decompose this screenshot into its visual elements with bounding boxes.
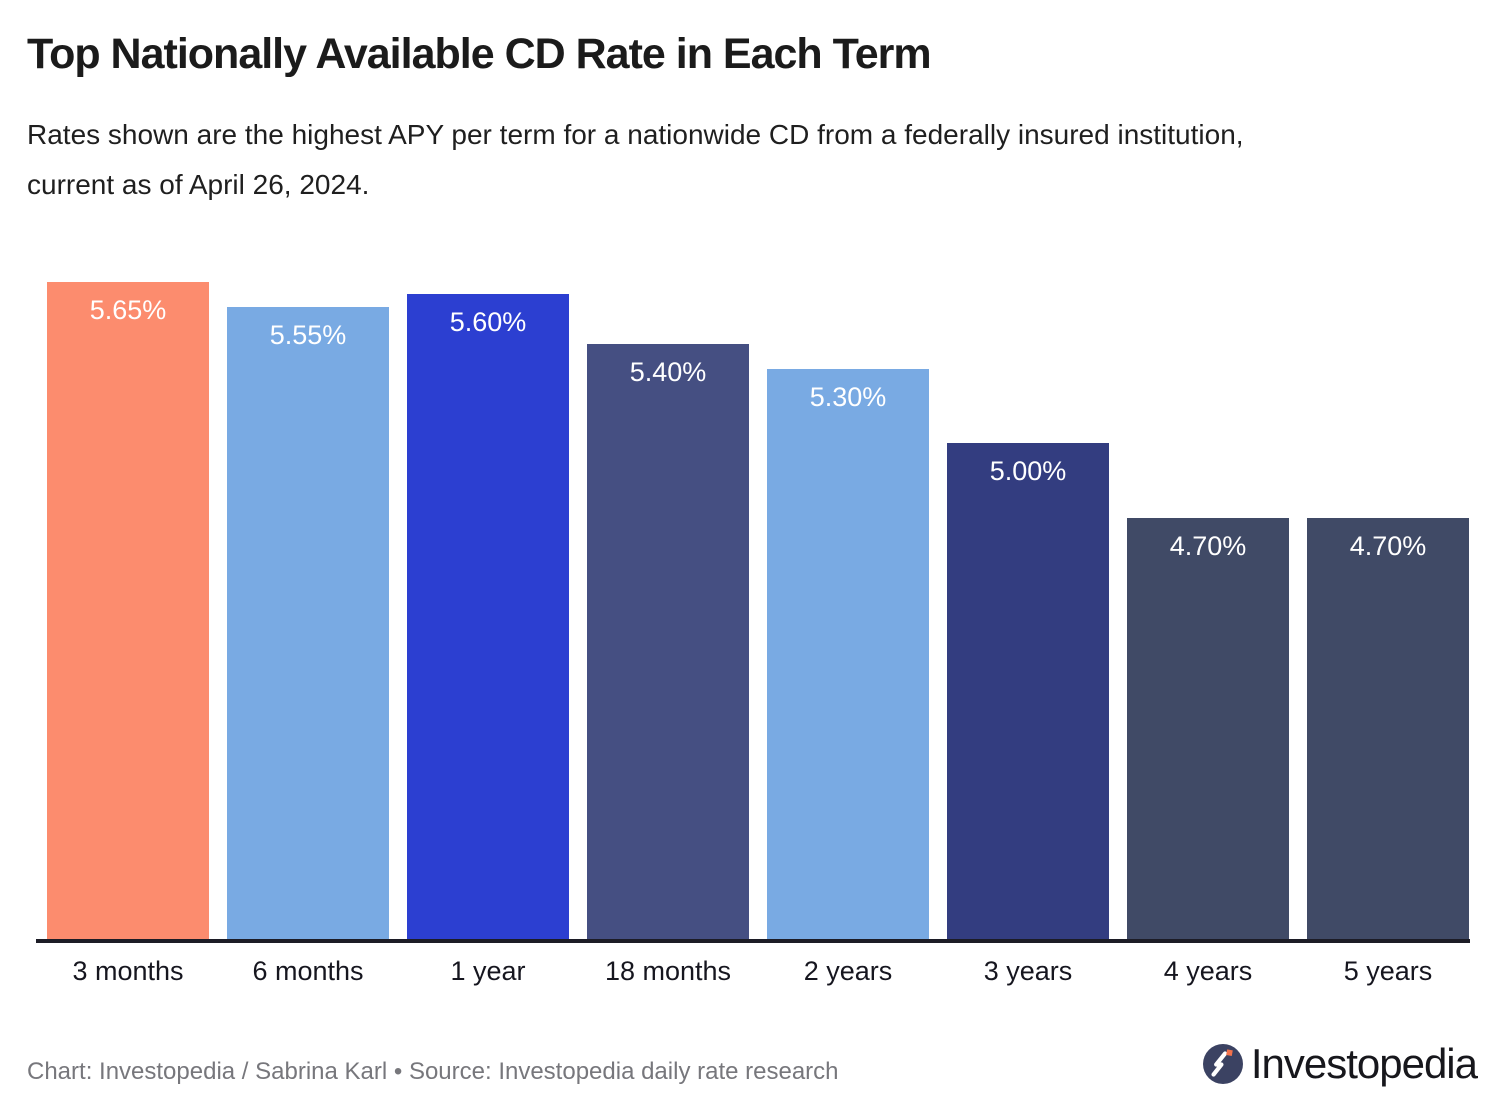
bar-value-label-2-years: 5.30% <box>809 382 887 412</box>
bar-value-label-4-years: 4.70% <box>1169 531 1247 561</box>
x-axis-line <box>36 939 1470 943</box>
x-tick-label-6-months: 6 months <box>252 956 364 986</box>
chart-subtitle-line-1: Rates shown are the highest APY per term… <box>27 119 1244 150</box>
bar-2-years: 5.30% <box>767 369 929 939</box>
bar-value-label-6-months: 5.55% <box>269 320 347 350</box>
bar-6-months: 5.55% <box>227 307 389 939</box>
bar-18-months: 5.40% <box>587 344 749 939</box>
bar-value-label-3-years: 5.00% <box>989 456 1067 486</box>
bar-3-months: 5.65% <box>47 282 209 939</box>
x-tick-label-1-year: 1 year <box>450 956 526 986</box>
bar-value-label-3-months: 5.65% <box>89 295 167 325</box>
chart-subtitle: Rates shown are the highest APY per term… <box>27 110 1447 210</box>
bar-5-years: 4.70% <box>1307 518 1469 939</box>
investopedia-wordmark: Investopedia <box>1250 1040 1478 1087</box>
bar-4-years: 4.70% <box>1127 518 1289 939</box>
x-tick-label-2-years: 2 years <box>803 956 893 986</box>
x-tick-label-3-years: 3 years <box>983 956 1073 986</box>
x-tick-label-3-months: 3 months <box>72 956 184 986</box>
chart-subtitle-line-2: current as of April 26, 2024. <box>27 169 370 200</box>
investopedia-logo: Investopedia <box>1202 1040 1478 1088</box>
x-tick-label-5-years: 5 years <box>1343 956 1433 986</box>
bar-value-label-1-year: 5.60% <box>449 307 527 337</box>
x-tick-label-4-years: 4 years <box>1163 956 1253 986</box>
bar-3-years: 5.00% <box>947 443 1109 939</box>
investopedia-circle-bolt-icon <box>1202 1044 1243 1084</box>
bar-1-year: 5.60% <box>407 294 569 939</box>
bar-value-label-5-years: 4.70% <box>1349 531 1427 561</box>
x-tick-label-18-months: 18 months <box>604 956 732 986</box>
chart-title: Top Nationally Available CD Rate in Each… <box>27 30 932 78</box>
bar-value-label-18-months: 5.40% <box>629 357 707 387</box>
chart-credit: Chart: Investopedia / Sabrina Karl • Sou… <box>27 1058 839 1085</box>
